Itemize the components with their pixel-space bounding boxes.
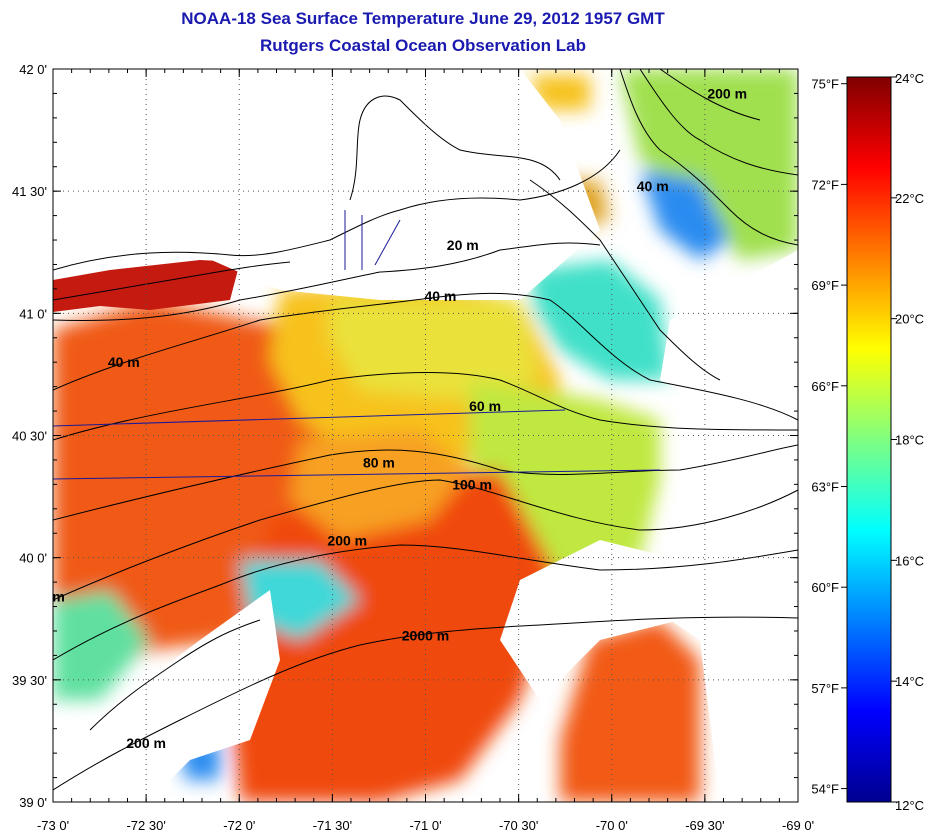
y-tick-label: 39 0' [19, 795, 47, 810]
depth-label: 20 m [447, 237, 479, 253]
fahrenheit-tick-label: 54°F [811, 782, 839, 797]
celsius-tick-label: 20°C [895, 312, 924, 327]
x-tick-label: -70 30' [499, 818, 538, 833]
y-tick-label: 40 0' [19, 551, 47, 566]
y-tick-label: 42 0' [19, 62, 47, 77]
y-tick-label: 39 30' [12, 673, 47, 688]
map-title: NOAA-18 Sea Surface Temperature June 29,… [181, 9, 665, 28]
fahrenheit-tick-label: 66°F [811, 379, 839, 394]
celsius-tick-label: 18°C [895, 433, 924, 448]
fahrenheit-tick-label: 63°F [811, 479, 839, 494]
x-tick-label: -69 0' [782, 818, 814, 833]
depth-label: 200 m [126, 735, 166, 751]
celsius-tick-label: 22°C [895, 191, 924, 206]
depth-label: 200 m [327, 532, 367, 548]
map-subtitle: Rutgers Coastal Ocean Observation Lab [260, 36, 586, 55]
celsius-tick-label: 24°C [895, 71, 924, 86]
axis-labels: -73 0' -72 30' -72 0' -71 30' -71 0' -70 30' -… [12, 62, 814, 833]
axis-ticks [52, 68, 799, 803]
y-tick-label: 40 30' [12, 429, 47, 444]
depth-label: 100 m [452, 476, 492, 492]
celsius-tick-label: 12°C [895, 798, 924, 813]
fahrenheit-tick-label: 57°F [811, 681, 839, 696]
x-tick-label: -73 0' [37, 818, 69, 833]
bathymetry-contours [53, 69, 798, 791]
celsius-tick-label: 16°C [895, 553, 924, 568]
x-tick-label: -72 30' [126, 818, 165, 833]
celsius-tick-label: 14°C [895, 674, 924, 689]
depth-label: 60 m [469, 398, 501, 414]
fahrenheit-tick-label: 60°F [811, 580, 839, 595]
colorbar-celsius-ticks: 24°C 22°C 20°C 18°C 16°C 14°C 12°C [891, 71, 924, 813]
depth-label: 40 m [424, 288, 456, 304]
x-tick-label: -69 30' [685, 818, 724, 833]
x-tick-label: -71 30' [313, 818, 352, 833]
colorbar: 24°C 22°C 20°C 18°C 16°C 14°C 12°C 75°F 72°F 69°… [811, 71, 924, 813]
depth-label: 200 m [707, 85, 747, 101]
depth-label: 40 m [108, 354, 140, 370]
y-tick-label: 41 30' [12, 184, 47, 199]
fahrenheit-tick-label: 69°F [811, 278, 839, 293]
depth-label: 40 m [637, 178, 669, 194]
depth-label: 80 m [363, 454, 395, 470]
x-tick-label: -70 0' [596, 818, 628, 833]
depth-label: 2000 m [402, 628, 449, 644]
map-grid [53, 69, 798, 802]
fahrenheit-tick-label: 72°F [811, 177, 839, 192]
x-tick-label: -72 0' [223, 818, 255, 833]
fahrenheit-tick-label: 75°F [811, 77, 839, 92]
y-tick-label: 41 0' [19, 306, 47, 321]
depth-labels: 20 m 40 m 40 m 40 m 60 m 80 m 100 m 200 m 200 m 2… [52, 85, 747, 751]
x-tick-label: -71 0' [409, 818, 441, 833]
depth-label: m [52, 589, 64, 605]
colorbar-fahrenheit-ticks: 75°F 72°F 69°F 66°F 63°F 60°F 57°F 54°F [811, 77, 847, 797]
sst-imagery [53, 69, 798, 802]
